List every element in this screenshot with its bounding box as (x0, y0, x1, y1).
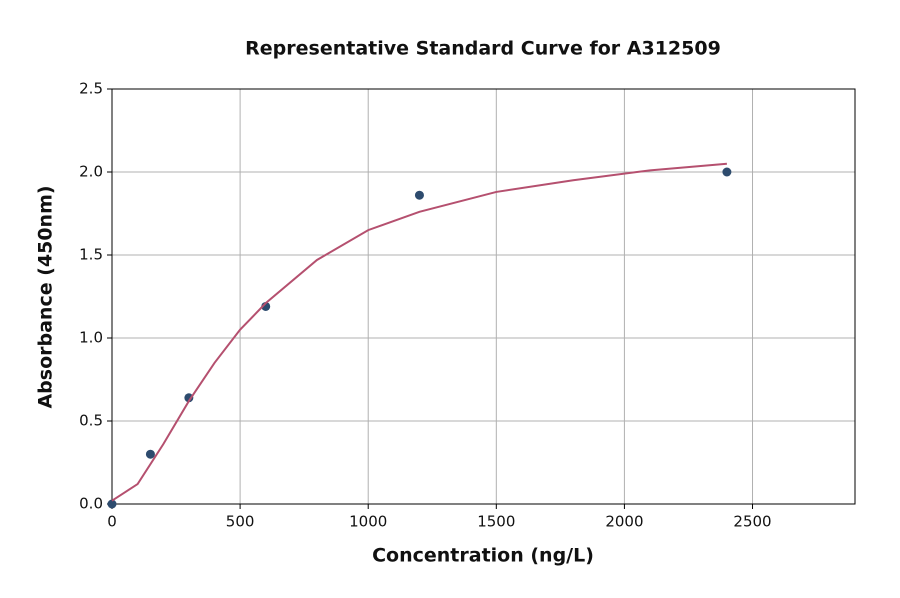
y-tick-label: 1.0 (79, 329, 103, 347)
y-tick-label: 2.5 (79, 80, 103, 98)
x-tick-label: 2500 (733, 513, 771, 531)
x-tick-label: 0 (107, 513, 117, 531)
fit-curve (111, 162, 727, 502)
y-tick-label: 2.0 (79, 163, 103, 181)
x-tick-label: 1500 (477, 513, 515, 531)
data-point (184, 393, 194, 403)
data-point (145, 449, 155, 459)
data-point (414, 190, 424, 200)
x-tick-label: 1000 (349, 513, 387, 531)
x-tick-label: 2000 (605, 513, 643, 531)
chart-title: Representative Standard Curve for A31250… (245, 38, 721, 60)
x-axis-label: Concentration (ng/L) (372, 545, 594, 567)
y-axis-label: Absorbance (450nm) (35, 185, 57, 408)
data-point (722, 167, 732, 177)
data-point (107, 499, 117, 509)
y-tick-label: 0.5 (79, 412, 103, 430)
y-tick-label: 0.0 (79, 495, 103, 513)
y-tick-label: 1.5 (79, 246, 103, 264)
plot-frame (111, 88, 856, 505)
x-tick-label: 500 (226, 513, 255, 531)
